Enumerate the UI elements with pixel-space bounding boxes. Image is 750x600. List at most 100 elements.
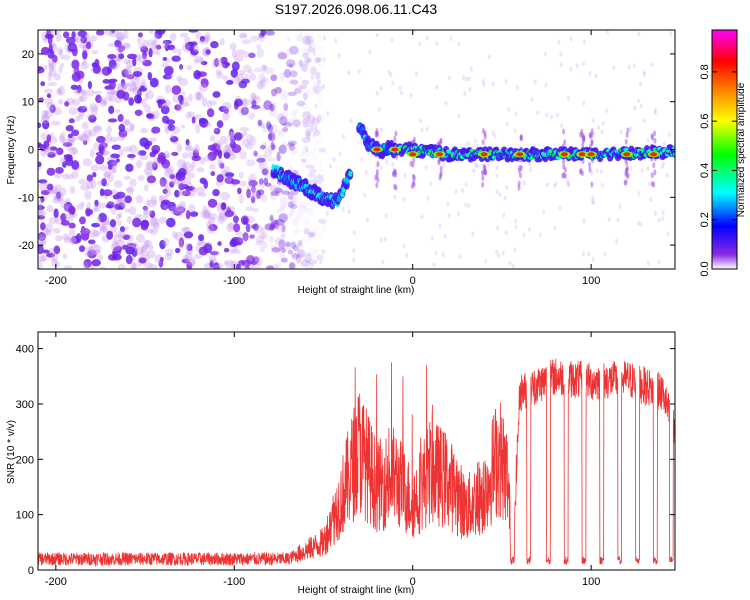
heatmap-cell bbox=[136, 37, 142, 44]
heatmap-cell bbox=[322, 35, 326, 41]
heatmap-cell bbox=[40, 46, 50, 56]
heatmap-cell bbox=[464, 202, 468, 208]
heatmap-cell bbox=[304, 221, 312, 231]
heatmap-cell bbox=[300, 63, 308, 73]
heatmap-cell bbox=[171, 47, 178, 54]
heatmap-cell bbox=[270, 141, 275, 151]
heatmap-cell bbox=[87, 129, 97, 137]
heatmap-cell bbox=[233, 53, 244, 63]
heatmap-cell bbox=[53, 73, 61, 81]
heatmap-cell bbox=[138, 257, 147, 264]
heatmap-cell bbox=[143, 183, 149, 192]
heatmap-cell bbox=[86, 114, 95, 119]
heatmap-cell bbox=[302, 52, 310, 59]
heatmap-cell bbox=[393, 135, 397, 142]
heatmap-cell bbox=[57, 47, 64, 55]
heatmap-cell bbox=[227, 131, 234, 140]
heatmap-cell bbox=[69, 235, 76, 244]
heatmap-cell bbox=[319, 115, 326, 122]
heatmap-cell bbox=[66, 146, 75, 151]
heatmap-cell bbox=[298, 59, 304, 68]
heatmap-cell bbox=[102, 149, 108, 156]
heatmap-cell bbox=[108, 105, 115, 115]
heatmap-cell bbox=[212, 189, 220, 197]
heatmap-cell bbox=[68, 118, 75, 124]
heatmap-cell bbox=[86, 248, 96, 257]
heatmap-cell bbox=[38, 233, 45, 241]
heatmap-cell bbox=[56, 191, 61, 200]
heatmap-cell bbox=[186, 261, 193, 269]
heatmap-cell bbox=[86, 202, 92, 210]
heatmap-cell bbox=[195, 31, 202, 40]
heatmap-cell bbox=[252, 255, 263, 266]
heatmap-cell bbox=[177, 103, 183, 112]
heatmap-cell bbox=[231, 144, 242, 154]
heatmap-cell bbox=[237, 237, 244, 243]
heatmap-cell bbox=[267, 133, 273, 141]
heatmap-cell bbox=[498, 192, 502, 198]
heatmap-cell bbox=[420, 127, 424, 133]
heatmap-cell bbox=[657, 259, 661, 265]
heatmap-cell bbox=[155, 44, 162, 50]
heatmap-cell bbox=[169, 181, 175, 188]
heatmap-cell bbox=[223, 247, 230, 253]
heatmap-cell bbox=[60, 132, 66, 141]
heatmap-cell bbox=[67, 42, 77, 51]
heatmap-cell bbox=[38, 97, 44, 103]
heatmap-cell bbox=[297, 247, 303, 257]
spectrogram-heatmap bbox=[38, 30, 675, 269]
heatmap-cell bbox=[98, 145, 105, 155]
heatmap-cell bbox=[125, 70, 134, 80]
heatmap-cell bbox=[303, 228, 310, 235]
heatmap-cell bbox=[314, 91, 320, 96]
heatmap-cell bbox=[45, 228, 52, 236]
heatmap-cell bbox=[159, 256, 164, 262]
heatmap-cell bbox=[469, 66, 473, 72]
heatmap-cell bbox=[260, 79, 266, 88]
heatmap-cell bbox=[128, 97, 134, 106]
heatmap-cell bbox=[90, 179, 97, 190]
heatmap-cell bbox=[242, 106, 250, 113]
heatmap-cell bbox=[301, 146, 308, 154]
heatmap-cell bbox=[352, 248, 356, 253]
heatmap-cell bbox=[95, 155, 105, 165]
heatmap-cell bbox=[288, 261, 295, 269]
y-tick-label: 20 bbox=[22, 49, 34, 61]
heatmap-cell bbox=[212, 91, 221, 98]
heatmap-cell bbox=[78, 178, 88, 185]
heatmap-cell bbox=[600, 129, 604, 135]
heatmap-cell bbox=[117, 197, 125, 204]
heatmap-cell bbox=[74, 89, 84, 95]
heatmap-cell bbox=[412, 136, 416, 143]
heatmap-cell bbox=[646, 260, 650, 266]
heatmap-cell bbox=[67, 133, 73, 138]
heatmap-cell bbox=[38, 255, 47, 262]
heatmap-cell bbox=[112, 165, 117, 174]
heatmap-cell bbox=[42, 227, 49, 237]
heatmap-cell bbox=[504, 78, 508, 84]
heatmap-cell bbox=[283, 71, 288, 78]
heatmap-cell bbox=[44, 98, 54, 105]
heatmap-cell bbox=[148, 30, 154, 35]
heatmap-cell bbox=[129, 178, 137, 187]
heatmap-cell bbox=[68, 222, 76, 229]
heatmap-cell bbox=[391, 80, 395, 86]
heatmap-cell bbox=[236, 49, 245, 55]
heatmap-cell bbox=[607, 217, 611, 222]
heatmap-cell bbox=[184, 36, 191, 44]
heatmap-cell bbox=[554, 181, 558, 187]
heatmap-cell bbox=[256, 48, 265, 59]
heatmap-cell bbox=[128, 234, 134, 242]
heatmap-cell bbox=[87, 249, 97, 259]
heatmap-cell bbox=[514, 111, 518, 117]
heatmap-cell bbox=[294, 33, 304, 42]
heatmap-cell bbox=[129, 123, 135, 132]
heatmap-cell bbox=[223, 106, 229, 115]
heatmap-cell bbox=[289, 262, 296, 269]
heatmap-cell bbox=[375, 132, 379, 139]
heatmap-cell bbox=[117, 211, 123, 218]
heatmap-cell bbox=[110, 153, 121, 159]
heatmap-cell bbox=[558, 205, 562, 211]
heatmap-cell bbox=[220, 202, 227, 211]
heatmap-cell bbox=[129, 83, 137, 93]
